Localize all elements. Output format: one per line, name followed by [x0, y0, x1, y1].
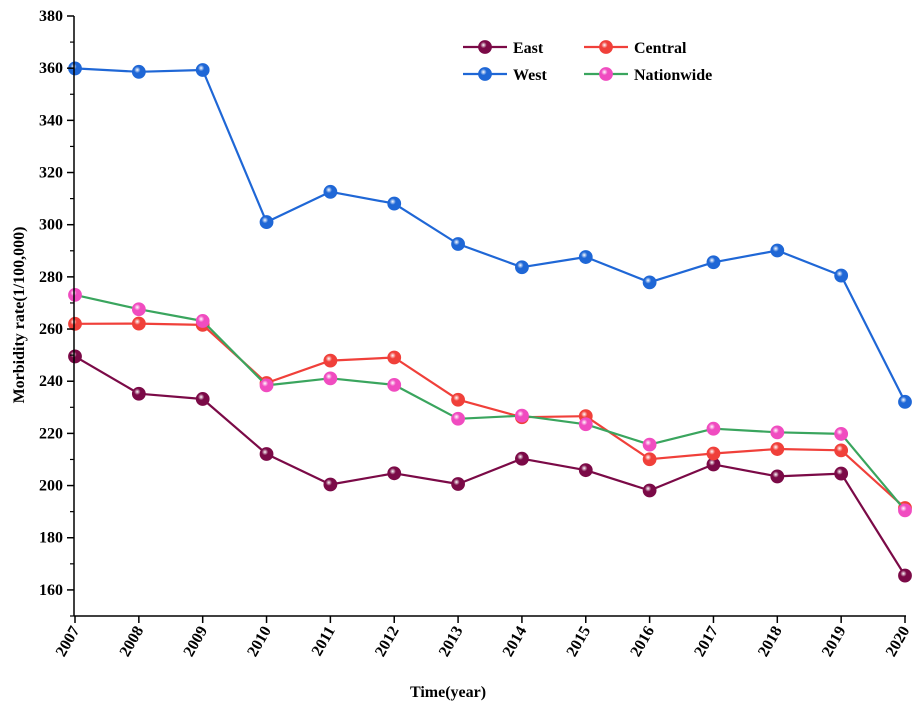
- data-point-east: [131, 386, 146, 401]
- data-point-east: [642, 483, 657, 498]
- series-line-central: [74, 322, 906, 509]
- data-point-west: [770, 243, 785, 258]
- y-tick-label: 180: [39, 530, 63, 547]
- x-tick-label: 2009: [180, 624, 211, 660]
- data-point-nationwide: [578, 417, 593, 432]
- x-tick-label: 2019: [819, 624, 850, 660]
- legend-label: Central: [634, 40, 687, 57]
- y-tick-label: 380: [39, 8, 63, 25]
- data-point-west: [323, 184, 338, 199]
- legend-label: East: [513, 40, 544, 57]
- data-point-east: [195, 392, 210, 406]
- x-tick-label: 2018: [755, 624, 786, 660]
- x-tick-label: 2015: [564, 624, 595, 660]
- x-tick-label: 2014: [500, 624, 531, 660]
- y-tick-label: 280: [39, 269, 63, 286]
- legend-marker: [599, 40, 613, 54]
- data-point-central: [323, 353, 338, 368]
- data-point-west: [195, 63, 210, 77]
- data-point-central: [451, 392, 465, 407]
- data-point-east: [387, 466, 402, 481]
- data-point-central: [68, 316, 82, 331]
- data-point-west: [451, 237, 465, 251]
- legend-label: West: [513, 67, 547, 84]
- legend-item-west: West: [463, 67, 547, 84]
- y-tick-label: 260: [39, 321, 63, 338]
- data-point-east: [834, 466, 849, 481]
- data-point-central: [770, 442, 785, 456]
- data-point-nationwide: [387, 377, 402, 392]
- data-point-west: [706, 255, 721, 270]
- data-point-west: [834, 268, 849, 283]
- legend-label: Nationwide: [634, 67, 712, 84]
- data-point-west: [515, 260, 529, 275]
- legend-marker: [599, 67, 613, 81]
- data-point-central: [706, 446, 721, 461]
- data-point-central: [834, 443, 849, 458]
- data-point-nationwide: [195, 314, 210, 328]
- legend-item-east: East: [463, 40, 544, 57]
- series-line-east: [74, 355, 906, 577]
- data-point-nationwide: [770, 425, 785, 440]
- data-point-east: [323, 477, 338, 492]
- x-tick-label: 2020: [883, 624, 914, 660]
- data-point-nationwide: [68, 287, 82, 302]
- legend-item-central: Central: [584, 40, 687, 57]
- x-tick-label: 2007: [53, 624, 84, 660]
- x-tick-label: 2016: [627, 624, 658, 660]
- data-point-east: [515, 451, 529, 466]
- y-tick-label: 200: [39, 478, 63, 495]
- y-tick-label: 220: [39, 425, 63, 442]
- data-point-west: [898, 394, 912, 409]
- data-point-east: [770, 469, 785, 484]
- y-axis-title: Morbidity rate(1/100,000): [11, 227, 28, 404]
- data-point-nationwide: [451, 411, 465, 426]
- x-axis-title: Time(year): [410, 684, 486, 701]
- data-point-west: [259, 215, 274, 229]
- data-point-nationwide: [898, 503, 912, 518]
- data-point-east: [68, 349, 82, 364]
- y-tick-label: 240: [39, 373, 63, 390]
- y-tick-label: 300: [39, 217, 63, 234]
- x-tick-label: 2012: [372, 624, 403, 660]
- legend: East Central West Nationwide: [463, 40, 712, 84]
- x-tick-label: 2008: [117, 624, 148, 660]
- data-point-east: [578, 463, 593, 478]
- y-tick-label: 160: [39, 582, 63, 599]
- data-point-west: [578, 250, 593, 264]
- data-point-west: [387, 196, 402, 211]
- data-point-nationwide: [323, 371, 338, 386]
- data-point-central: [387, 350, 402, 365]
- data-point-nationwide: [706, 421, 721, 436]
- y-tick-label: 320: [39, 165, 63, 182]
- data-point-nationwide: [642, 437, 657, 452]
- data-point-central: [131, 316, 146, 331]
- data-point-central: [642, 452, 657, 467]
- series-nationwide: [68, 287, 912, 518]
- data-point-east: [898, 568, 912, 583]
- y-tick-label: 340: [39, 112, 63, 129]
- x-tick-label: 2011: [309, 624, 339, 659]
- legend-marker: [478, 40, 492, 54]
- series-line-west: [74, 67, 906, 403]
- data-point-nationwide: [131, 302, 146, 317]
- data-point-west: [131, 64, 146, 79]
- data-point-nationwide: [834, 427, 849, 441]
- x-tick-label: 2013: [436, 624, 467, 660]
- legend-item-nationwide: Nationwide: [584, 67, 712, 84]
- data-point-nationwide: [259, 378, 274, 393]
- series-west: [68, 61, 912, 409]
- series-central: [68, 316, 912, 515]
- x-tick-label: 2010: [244, 624, 275, 660]
- data-point-nationwide: [515, 408, 529, 423]
- data-point-east: [259, 447, 274, 461]
- series-line-nationwide: [74, 293, 906, 512]
- x-tick-label: 2017: [691, 624, 722, 660]
- y-tick-label: 360: [39, 60, 63, 77]
- data-point-west: [642, 275, 657, 290]
- data-point-east: [451, 477, 465, 491]
- legend-marker: [478, 67, 492, 81]
- series-east: [68, 349, 912, 583]
